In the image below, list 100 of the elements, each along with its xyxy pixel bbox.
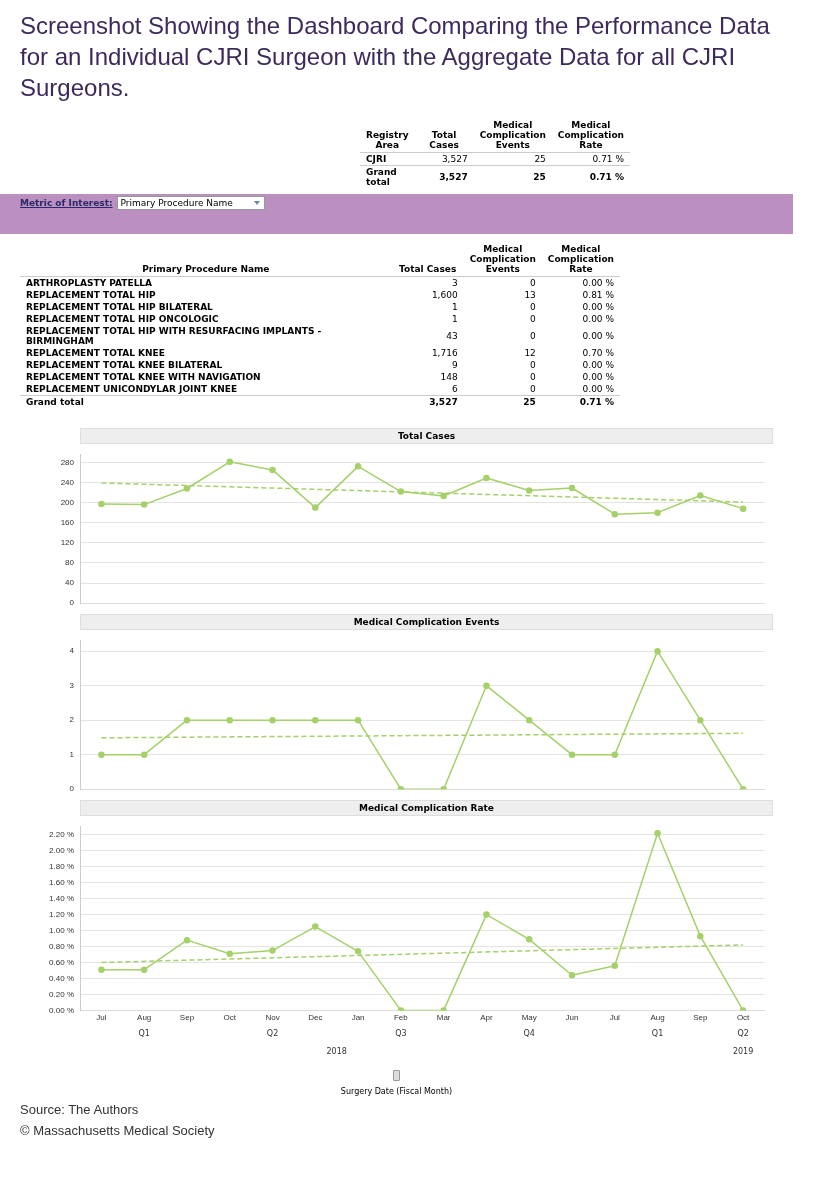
text: Q4 xyxy=(523,1028,535,1038)
text: 13 xyxy=(524,289,536,300)
x-tick-label: Aug xyxy=(650,1012,665,1022)
text: 2019 xyxy=(732,1046,754,1056)
text: 43 xyxy=(446,330,458,341)
y-tick-label: 1.80 % xyxy=(49,861,74,871)
x-tick-label: May xyxy=(521,1012,537,1022)
text: 0 xyxy=(530,359,536,370)
y-tick-label: 1.60 % xyxy=(49,877,74,887)
text: 9 xyxy=(451,359,458,370)
chart-title: Medical Complication Events xyxy=(80,613,773,630)
text: 0 xyxy=(530,371,536,382)
category-label: CJRI xyxy=(366,153,387,164)
text: 3,527 xyxy=(441,153,468,164)
category-label: ARTHROPLASTY PATELLA xyxy=(26,277,153,288)
y-tick-label: 40 xyxy=(65,577,75,587)
text: 0 xyxy=(530,383,536,394)
y-tick-label: 1.00 % xyxy=(49,925,74,935)
y-tick-label: 2.20 % xyxy=(49,829,74,839)
y-tick-label: 0 xyxy=(69,597,75,607)
text: 148 xyxy=(440,371,458,382)
text: 0.00 % xyxy=(582,383,614,394)
y-tick-label: 4 xyxy=(69,645,75,655)
category-label: Medical Complication Events xyxy=(463,241,542,277)
x-tick-label: Jul xyxy=(96,1012,107,1022)
text: 1,600 xyxy=(431,289,458,300)
text: Metric of Interest: xyxy=(20,197,113,208)
category-label: Medical Complication Rate xyxy=(551,117,630,153)
text: 25 xyxy=(523,396,536,407)
text: 0 xyxy=(530,301,536,312)
text: 0.00 % xyxy=(582,313,614,324)
y-tick-label: 2 xyxy=(69,714,75,724)
source-note: Source: The Authors xyxy=(20,1101,140,1117)
chart-title: Medical Complication Rate xyxy=(80,799,773,816)
text: 3 xyxy=(451,277,458,288)
text: © Massachusetts Medical Society xyxy=(20,1122,216,1138)
text: 0.71 % xyxy=(592,153,624,164)
text: Screenshot Showing the Dashboard Comparing the Performance Data for an Individual CJRI Surgeon with the Aggregate Data for all CJRI Surgeons. xyxy=(20,11,771,104)
text: 0.71 % xyxy=(589,171,624,182)
text: Q3 xyxy=(395,1028,407,1038)
category-label: Total Cases xyxy=(391,241,464,277)
category-label: Grand total xyxy=(26,396,84,407)
category-label: REPLACEMENT TOTAL KNEE xyxy=(26,347,165,358)
category-label: REPLACEMENT TOTAL KNEE WITH NAVIGATION xyxy=(26,371,261,382)
y-tick-label: 2.00 % xyxy=(49,845,74,855)
text: 12 xyxy=(524,347,536,358)
y-tick-label: 0 xyxy=(69,783,75,793)
text: 0.00 % xyxy=(582,359,614,370)
y-tick-label: 0.60 % xyxy=(49,957,74,967)
text: 0 xyxy=(530,277,536,288)
category-label: REPLACEMENT TOTAL HIP xyxy=(26,289,156,300)
text: 0.00 % xyxy=(582,277,614,288)
text: Q1 xyxy=(651,1028,664,1038)
x-tick-label: Jul xyxy=(609,1012,621,1022)
text: 0.70 % xyxy=(582,347,614,358)
text: 2018 xyxy=(326,1046,347,1056)
category-label: Grand total xyxy=(366,166,397,187)
text: 0 xyxy=(530,313,536,324)
text: Q2 xyxy=(737,1028,749,1038)
y-tick-label: 1.20 % xyxy=(49,909,74,919)
chart-title: Total Cases xyxy=(80,427,773,444)
text: 1 xyxy=(451,301,458,312)
y-tick-label: 120 xyxy=(60,537,75,547)
category-label: REPLACEMENT TOTAL HIP BILATERAL xyxy=(26,301,213,312)
text: 1 xyxy=(451,313,458,324)
text: 0 xyxy=(530,330,536,341)
y-tick-label: 0.00 % xyxy=(49,1005,74,1015)
x-tick-label: Apr xyxy=(480,1012,493,1022)
x-tick-label: Oct xyxy=(736,1012,751,1022)
y-tick-label: 1 xyxy=(69,749,75,759)
text: Primary Procedure Name xyxy=(20,241,392,277)
y-tick-label: 160 xyxy=(60,517,75,527)
x-tick-label: Jun xyxy=(565,1012,579,1022)
text: 0.71 % xyxy=(579,396,614,407)
category-label: Medical Complication Rate xyxy=(541,241,620,277)
text: 0.00 % xyxy=(582,371,614,382)
category-label: REPLACEMENT TOTAL HIP ONCOLOGIC xyxy=(26,313,219,324)
text: 0.00 % xyxy=(582,330,614,341)
text: 25 xyxy=(534,153,546,164)
category-label: REPLACEMENT UNICONDYLAR JOINT KNEE xyxy=(26,383,238,394)
text: 3,527 xyxy=(439,171,468,182)
text: 0.81 % xyxy=(582,289,614,300)
category-label: Medical Complication Events xyxy=(473,117,552,153)
y-tick-label: 280 xyxy=(60,457,75,467)
text: 25 xyxy=(533,171,546,182)
x-tick-label: Sep xyxy=(179,1012,195,1022)
x-tick-label: Feb xyxy=(393,1012,409,1022)
text: Q1 xyxy=(138,1028,150,1038)
text: 0.00 % xyxy=(582,301,614,312)
y-tick-label: 0.40 % xyxy=(49,973,74,983)
y-tick-label: 1.40 % xyxy=(49,893,74,903)
x-tick-label: Oct xyxy=(223,1012,237,1022)
x-tick-label: Jan xyxy=(351,1012,365,1022)
y-tick-label: 240 xyxy=(60,477,75,487)
category-label: REPLACEMENT TOTAL HIP WITH RESURFACING IMPLANTS - BIRMINGHAM xyxy=(26,325,322,346)
text: Registry Area xyxy=(360,117,415,153)
text: 1,716 xyxy=(431,347,458,358)
text: Q2 xyxy=(266,1028,279,1038)
x-tick-label: Aug xyxy=(137,1012,152,1022)
x-tick-label: Dec xyxy=(308,1012,323,1022)
